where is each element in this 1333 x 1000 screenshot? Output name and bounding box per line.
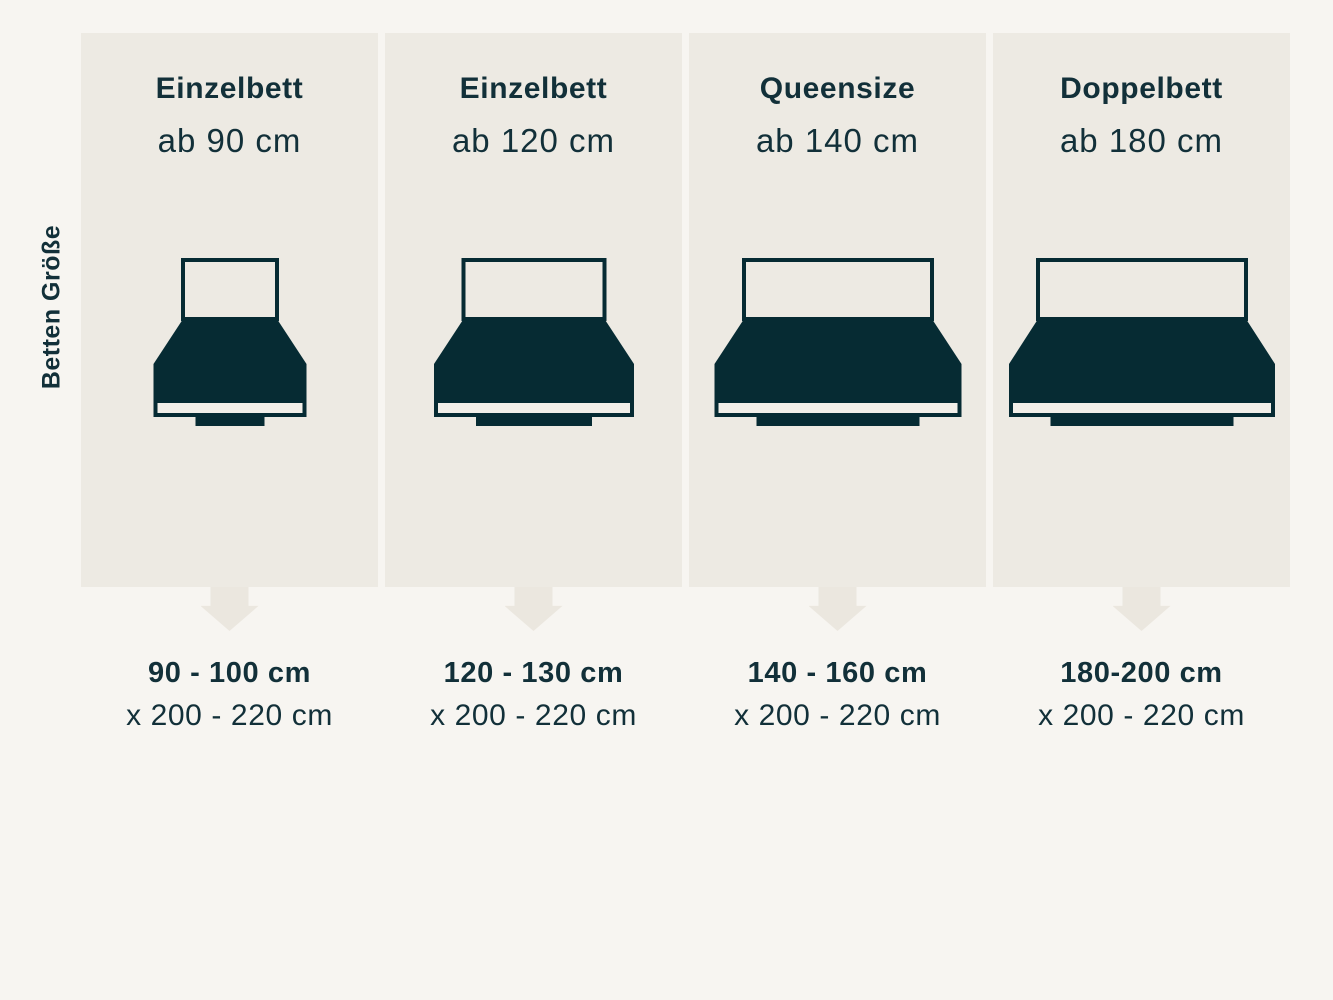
bed-length-range: x 200 - 220 cm bbox=[126, 699, 333, 732]
bed-min-width-subtitle: ab 120 cm bbox=[451, 122, 616, 159]
bed-type-title: Doppelbett bbox=[1060, 72, 1223, 105]
bed-icon bbox=[430, 258, 638, 428]
bed-illustration bbox=[153, 258, 306, 426]
arrow-down-icon bbox=[504, 587, 563, 631]
bed-dimensions: 180-200 cm x 200 - 220 cm bbox=[993, 657, 1290, 733]
bed-min-width-subtitle: ab 90 cm bbox=[157, 122, 302, 159]
bed-size-column: Einzelbett ab 120 cm 120 - 130 cm x 200 … bbox=[385, 33, 682, 732]
bed-length-range: x 200 - 220 cm bbox=[1038, 699, 1245, 732]
arrow-down-icon bbox=[808, 587, 867, 631]
bed-illustration bbox=[433, 258, 634, 426]
bed-type-title: Queensize bbox=[759, 72, 916, 105]
bed-width-range: 120 - 130 cm bbox=[443, 657, 624, 689]
arrow-down-icon bbox=[1112, 587, 1171, 631]
bed-size-column: Einzelbett ab 90 cm 90 - 100 cm x 200 - … bbox=[81, 33, 378, 732]
bed-size-column: Doppelbett ab 180 cm 180-200 cm x 200 - … bbox=[993, 33, 1290, 732]
bed-width-range: 140 - 160 cm bbox=[747, 657, 928, 689]
bed-dimensions: 120 - 130 cm x 200 - 220 cm bbox=[385, 657, 682, 733]
bed-illustration bbox=[714, 258, 961, 426]
bed-size-column: Queensize ab 140 cm 140 - 160 cm x 200 -… bbox=[689, 33, 986, 732]
bed-width-range: 180-200 cm bbox=[1060, 657, 1223, 689]
bed-icon bbox=[1005, 258, 1279, 428]
bed-icon bbox=[710, 258, 965, 428]
bed-dimensions: 90 - 100 cm x 200 - 220 cm bbox=[81, 657, 378, 733]
bed-type-title: Einzelbett bbox=[155, 72, 304, 105]
bed-width-range: 90 - 100 cm bbox=[148, 657, 311, 689]
size-columns: Einzelbett ab 90 cm 90 - 100 cm x 200 - … bbox=[81, 33, 1290, 732]
bed-illustration bbox=[1008, 258, 1275, 426]
arrow-down-icon bbox=[200, 587, 259, 631]
bed-min-width-subtitle: ab 140 cm bbox=[755, 122, 920, 159]
bed-dimensions: 140 - 160 cm x 200 - 220 cm bbox=[689, 657, 986, 733]
bed-min-width-subtitle: ab 180 cm bbox=[1059, 122, 1224, 159]
bed-icon bbox=[149, 258, 310, 428]
bed-length-range: x 200 - 220 cm bbox=[734, 699, 941, 732]
bed-length-range: x 200 - 220 cm bbox=[430, 699, 637, 732]
betten-groesse-axis-label: Betten Größe bbox=[37, 224, 66, 390]
bed-type-title: Einzelbett bbox=[459, 72, 608, 105]
